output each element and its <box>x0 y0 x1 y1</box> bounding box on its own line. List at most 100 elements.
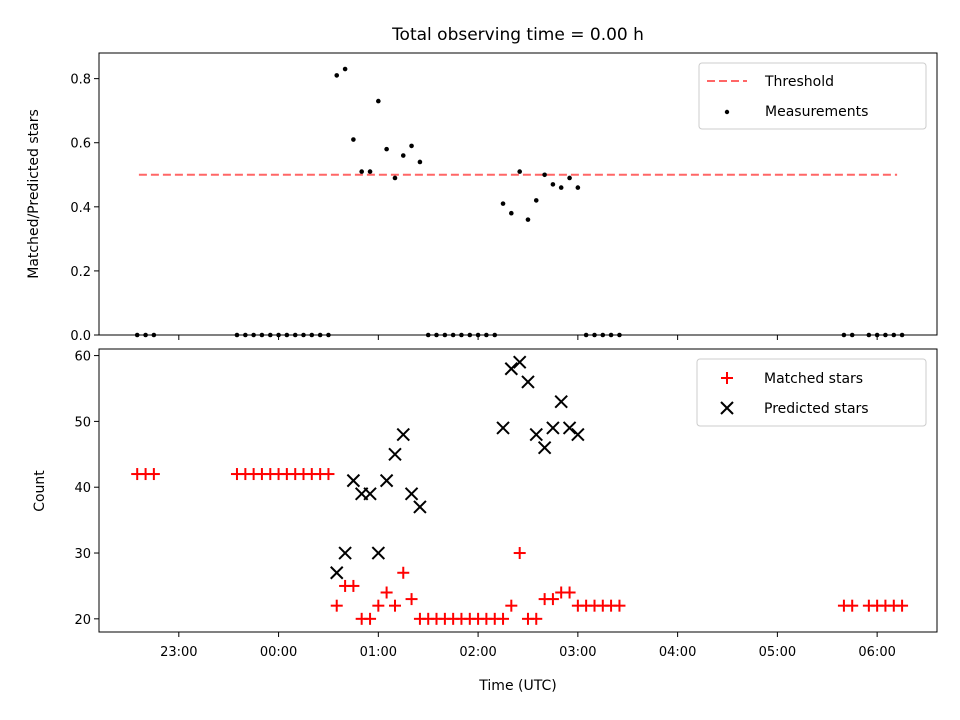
count-y-ticks: 20 30 40 50 60 <box>74 350 99 628</box>
ratio-panel: 0.00.20.40.60.8 Matched/Predicted stars … <box>26 52 938 344</box>
measurement-point <box>575 185 581 190</box>
count-y-tick-label: 20 <box>74 613 91 628</box>
measurement-point <box>617 332 622 338</box>
x-axis-label: Time (UTC) <box>478 678 556 694</box>
ratio-y-tick-label: 0.8 <box>70 73 91 88</box>
count-x-tick-label: 02:00 <box>459 645 496 660</box>
count-y-tick-label: 50 <box>74 415 91 430</box>
measurement-point <box>567 175 572 181</box>
predicted-star-point <box>521 375 535 389</box>
legend-matched-label: Matched stars <box>764 371 863 387</box>
count-x-tick-label: 06:00 <box>858 645 895 660</box>
count-y-tick-label: 60 <box>74 350 91 365</box>
measurement-point <box>309 332 315 338</box>
matched-star-point <box>505 599 518 612</box>
matched-star-point <box>896 599 909 612</box>
legend-matched-swatch <box>721 372 733 384</box>
predicted-star-point <box>504 362 519 376</box>
measurement-point <box>134 332 140 338</box>
ratio-y-tick-label: 0.2 <box>70 265 91 280</box>
count-x-tick-label: 03:00 <box>559 645 596 660</box>
measurement-point <box>509 210 514 216</box>
matched-star-point <box>613 599 626 612</box>
count-x-tick-label: 23:00 <box>160 645 197 660</box>
matched-star-point <box>397 566 410 579</box>
predicted-star-point <box>330 566 344 580</box>
predicted-star-point <box>554 394 568 409</box>
count-x-tick-label: 05:00 <box>759 645 796 660</box>
ratio-legend: Threshold Measurements <box>698 62 927 130</box>
measurement-point <box>292 332 298 338</box>
ratio-x-ticks <box>178 335 878 340</box>
measurement-point <box>259 332 265 338</box>
measurement-point <box>467 332 473 338</box>
ratio-y-ticks: 0.0 0.2 0.4 0.6 0.8 <box>70 73 99 344</box>
predicted-star-point <box>562 421 577 435</box>
ratio-y-axis-label: Matched/Predicted stars <box>26 109 42 279</box>
measurement-point <box>342 66 348 72</box>
count-y-axis-label: Count <box>32 470 48 512</box>
measurement-point <box>558 185 564 190</box>
predicted-star-point <box>546 421 560 435</box>
measurement-point <box>409 143 414 149</box>
ratio-y-tick-label: 0.6 <box>70 137 91 152</box>
measurement-point <box>326 332 331 338</box>
measurement-point <box>883 332 888 338</box>
measurement-point <box>234 332 240 338</box>
measurement-point <box>367 169 373 174</box>
ratio-y-tick-label: 0.0 <box>70 329 91 344</box>
matched-star-point <box>347 579 360 592</box>
count-plot-area <box>98 348 938 633</box>
predicted-star-point <box>396 427 410 442</box>
measurement-point <box>425 332 431 338</box>
measurement-point <box>267 332 273 338</box>
chart-title: Total observing time = 0.00 h <box>391 25 644 45</box>
matched-star-point <box>372 599 385 612</box>
measurement-point <box>351 137 356 142</box>
measurement-point <box>550 182 556 187</box>
measurement-point <box>517 169 522 174</box>
measurement-point <box>384 146 389 152</box>
measurement-point <box>317 332 323 338</box>
matched-star-point <box>322 468 335 481</box>
measurement-point <box>359 169 364 174</box>
matched-star-point <box>405 593 418 606</box>
count-y-tick-label: 40 <box>74 481 91 496</box>
matched-star-point <box>513 547 526 560</box>
measurement-point <box>583 332 589 338</box>
measurement-point <box>450 332 456 338</box>
predicted-star-point <box>379 473 394 488</box>
count-y-tick-label: 30 <box>74 547 91 562</box>
legend-measurements-swatch <box>724 109 730 115</box>
measurement-point <box>143 332 148 338</box>
measurement-point <box>376 98 381 104</box>
ratio-y-tick-label: 0.4 <box>70 201 91 216</box>
measurement-point <box>334 73 340 78</box>
measurement-point <box>533 198 539 203</box>
count-legend: Matched stars Predicted stars <box>696 358 927 427</box>
measurement-point <box>608 332 614 338</box>
measurement-point <box>442 332 448 338</box>
measurement-point <box>251 332 256 338</box>
measurement-point <box>866 332 872 338</box>
matched-star-point <box>380 586 393 599</box>
matched-star-point <box>330 599 343 612</box>
legend-predicted-swatch <box>720 401 734 415</box>
matched-star-point <box>497 612 510 625</box>
measurement-point <box>243 332 248 338</box>
measurement-point <box>492 332 498 338</box>
count-x-tick-label: 04:00 <box>659 645 696 660</box>
measurement-points <box>134 66 905 338</box>
measurement-point <box>891 332 897 338</box>
measurement-point <box>459 332 464 338</box>
predicted-star-point <box>404 487 419 501</box>
count-x-tick-label: 01:00 <box>360 645 397 660</box>
measurement-point <box>417 159 423 165</box>
measurement-point <box>434 332 439 338</box>
measurement-point <box>392 175 398 181</box>
matched-star-point <box>846 599 859 612</box>
matched-star-point <box>563 586 576 599</box>
measurement-point <box>849 332 855 338</box>
measurement-point <box>151 332 157 338</box>
